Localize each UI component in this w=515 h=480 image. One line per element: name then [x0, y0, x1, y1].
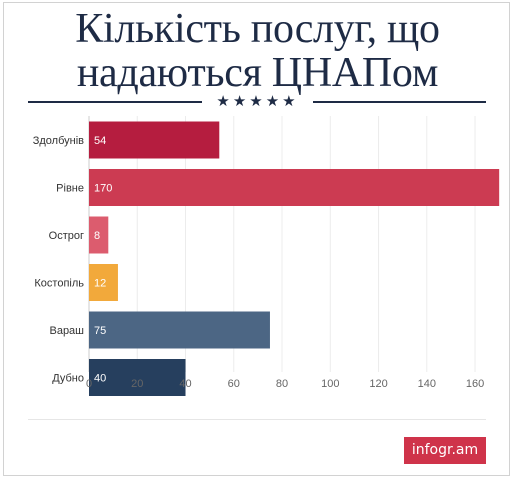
bar-value-label: 54	[94, 135, 106, 147]
bar[interactable]	[89, 169, 500, 206]
x-tick-label: 120	[369, 378, 387, 390]
bar[interactable]	[89, 311, 270, 349]
stars-ornament: ★★★★★	[216, 92, 299, 110]
bar-value-label: 75	[94, 325, 106, 337]
bar-value-label: 8	[94, 230, 100, 242]
infogram-logo-badge[interactable]: infogr.am	[404, 437, 486, 464]
x-tick-label: 0	[86, 378, 92, 390]
x-tick-label: 40	[179, 378, 191, 390]
category-label: Рівне	[56, 183, 84, 195]
bar[interactable]	[89, 359, 186, 396]
title-divider-right	[313, 101, 486, 103]
category-label: Вараш	[49, 325, 84, 337]
bar[interactable]	[89, 216, 109, 254]
footer-divider	[28, 419, 486, 420]
x-tick-label: 80	[276, 378, 288, 390]
title-divider-left	[28, 101, 202, 103]
bar[interactable]	[89, 264, 118, 301]
category-label: Здолбунів	[33, 135, 84, 147]
chart-frame	[3, 2, 510, 476]
category-label: Острог	[49, 230, 84, 242]
bar-value-label: 12	[94, 278, 106, 290]
bar[interactable]	[89, 121, 220, 159]
chart-title-line2: надаються ЦНАПом	[76, 50, 439, 96]
chart-title-line1: Кількість послуг, що	[75, 6, 440, 52]
x-tick-label: 100	[321, 378, 339, 390]
bar-value-label: 170	[94, 183, 112, 195]
x-tick-label: 20	[131, 378, 143, 390]
x-tick-label: 160	[466, 378, 484, 390]
category-label: Костопіль	[34, 278, 84, 290]
bar-value-label: 40	[94, 373, 106, 385]
category-label: Дубно	[52, 373, 84, 385]
x-tick-label: 60	[228, 378, 240, 390]
x-tick-label: 140	[418, 378, 436, 390]
